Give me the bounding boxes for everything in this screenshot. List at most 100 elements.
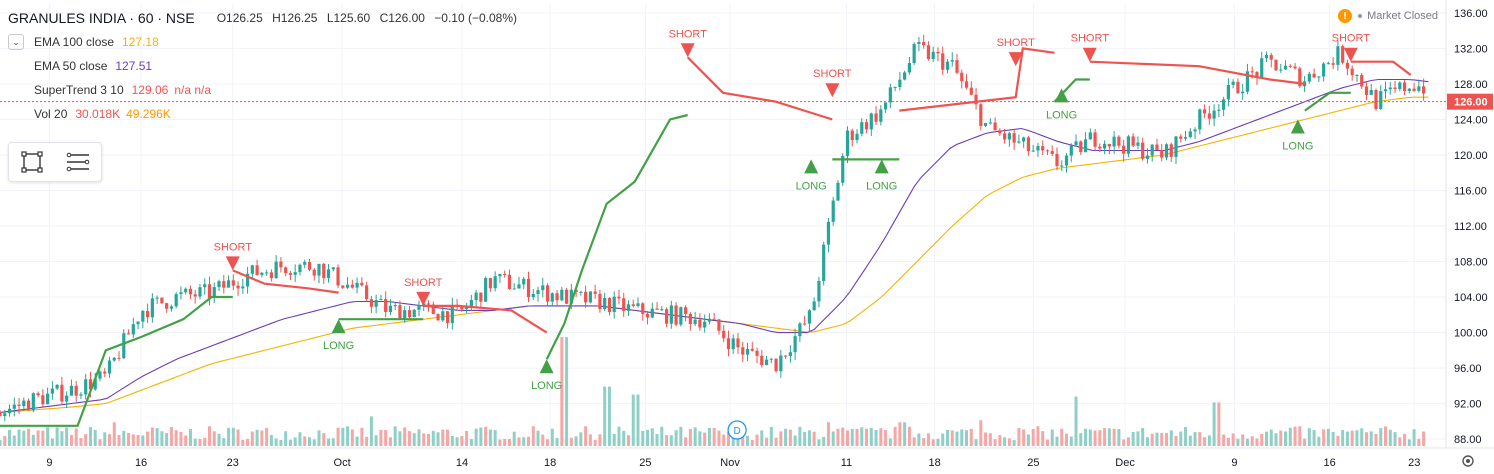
candle-body xyxy=(736,338,740,348)
candle-body xyxy=(798,323,802,337)
volume-bar xyxy=(493,430,497,446)
candle-body xyxy=(941,53,945,70)
volume-bar xyxy=(541,434,545,446)
candle-body xyxy=(907,63,911,73)
volume-bar xyxy=(550,428,554,446)
candle-body xyxy=(1383,89,1388,92)
volume-bar xyxy=(779,431,783,446)
volume-bar xyxy=(112,422,116,446)
candle xyxy=(907,56,911,75)
list-tool-button[interactable] xyxy=(55,143,101,181)
candle-body xyxy=(441,311,445,321)
volume-bar xyxy=(393,426,397,446)
candle-body xyxy=(1417,86,1421,91)
candle-body xyxy=(503,274,507,276)
candle-body xyxy=(755,350,759,356)
y-tick-label: 92.00 xyxy=(1454,399,1482,411)
candle xyxy=(598,289,602,313)
volume-bar xyxy=(788,429,792,446)
volume-bar xyxy=(993,439,997,446)
volume-bar xyxy=(127,432,131,446)
candle xyxy=(407,306,412,319)
volume-bar xyxy=(1160,432,1164,446)
candle xyxy=(1307,71,1311,84)
candle xyxy=(679,306,683,327)
rectangle-tool-button[interactable] xyxy=(9,143,55,181)
collapse-legend-button[interactable]: ⌄ xyxy=(8,34,24,50)
supertrend-short-segment xyxy=(686,56,833,121)
volume-bar xyxy=(1360,428,1364,446)
candle-body xyxy=(693,319,697,325)
volume-bar xyxy=(841,427,845,446)
x-tick-label: 16 xyxy=(1323,457,1335,469)
candle xyxy=(1369,83,1373,96)
candle xyxy=(341,285,345,289)
candle-body xyxy=(460,305,464,310)
candle xyxy=(155,295,159,304)
candle xyxy=(1060,160,1064,172)
candle xyxy=(369,295,373,314)
candle xyxy=(60,376,64,406)
candle xyxy=(79,392,83,399)
volume-bar xyxy=(660,426,664,446)
candle xyxy=(1064,153,1069,173)
candle xyxy=(1236,78,1240,94)
volume-bar xyxy=(1126,437,1130,446)
volume-bar xyxy=(46,427,50,446)
candle xyxy=(826,217,831,253)
volume-bar xyxy=(603,386,607,446)
volume-bar xyxy=(503,438,507,446)
candle xyxy=(255,259,259,276)
candle xyxy=(1402,79,1407,96)
long-signal: LONG xyxy=(323,319,354,352)
candle-body xyxy=(436,314,440,321)
candle xyxy=(669,300,673,329)
candle-body xyxy=(1374,90,1378,110)
volume-bar xyxy=(936,438,940,446)
candle xyxy=(898,71,902,91)
volume-bar xyxy=(369,416,373,446)
indicator-row-supertrend[interactable]: SuperTrend 3 10 129.06 n/a n/a xyxy=(8,78,523,102)
candle xyxy=(360,277,364,287)
volume-bar xyxy=(427,433,431,446)
candle-body xyxy=(288,273,293,275)
volume-bar xyxy=(1312,430,1316,446)
volume-bar xyxy=(136,435,140,446)
candle xyxy=(1398,81,1402,92)
long-arrow xyxy=(539,359,554,374)
volume-bar xyxy=(1241,434,1245,446)
candle xyxy=(207,276,212,306)
candle xyxy=(212,282,216,304)
indicator-row-volume[interactable]: Vol 20 30.018K 49.296K xyxy=(8,102,523,126)
candle-body xyxy=(331,267,335,270)
indicator-row-ema50[interactable]: EMA 50 close 127.51 xyxy=(8,54,523,78)
candle-body xyxy=(1126,136,1131,154)
candle xyxy=(1293,63,1297,70)
candle xyxy=(12,397,16,417)
volume-bar xyxy=(1117,429,1121,446)
candle-body xyxy=(512,288,516,290)
volume-bar xyxy=(222,438,226,446)
candle xyxy=(960,69,964,89)
volume-bar xyxy=(198,438,202,446)
short-arrow xyxy=(1008,52,1023,67)
price-axis: 88.00 92.00 96.00 100.00 104.00 108.00 112.00 1… xyxy=(0,0,1493,448)
candle-body xyxy=(1160,149,1164,158)
candle-body xyxy=(617,296,621,299)
rectangle-icon xyxy=(21,151,43,173)
long-label: LONG xyxy=(866,180,897,192)
candle xyxy=(645,310,650,325)
candle xyxy=(1093,128,1097,152)
volume-bar xyxy=(288,439,292,446)
volume-bar xyxy=(150,427,154,446)
candle-body xyxy=(1279,69,1283,71)
candle xyxy=(660,306,664,312)
candle-body xyxy=(655,308,659,310)
candle-body xyxy=(1269,55,1273,60)
volume-bar xyxy=(1179,431,1183,446)
indicator-row-ema100[interactable]: ⌄ EMA 100 close 127.18 xyxy=(8,30,523,54)
volume-bar xyxy=(845,430,849,446)
volume-bar xyxy=(1155,432,1159,446)
candle xyxy=(531,289,535,300)
